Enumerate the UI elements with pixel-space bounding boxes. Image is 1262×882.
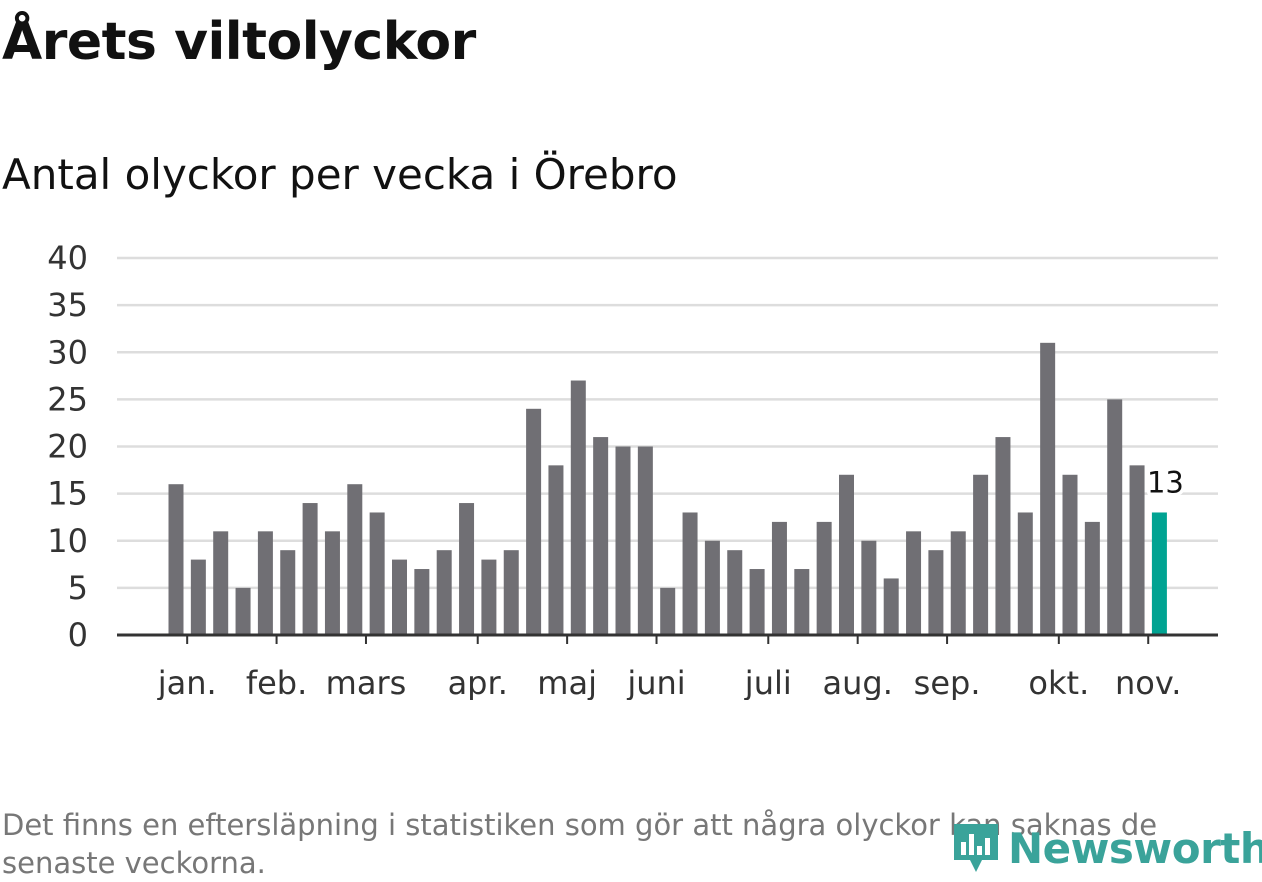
x-tick-label: nov. <box>1115 664 1181 700</box>
bar <box>1129 465 1145 635</box>
y-tick-label: 40 <box>47 239 88 277</box>
bar <box>235 587 251 635</box>
y-tick-label: 30 <box>47 333 88 371</box>
bar <box>1107 399 1123 635</box>
newsworthy-logo-icon <box>954 824 998 872</box>
bar <box>950 531 966 635</box>
bar <box>481 559 497 635</box>
bar <box>883 578 899 635</box>
chart-subtitle: Antal olyckor per vecka i Örebro <box>2 150 678 199</box>
y-tick-label: 0 <box>68 616 88 654</box>
highlight-bar <box>1151 512 1167 635</box>
bar <box>637 446 653 635</box>
data-label: 13 <box>1147 465 1184 499</box>
x-tick-label: aug. <box>822 664 892 700</box>
bar <box>503 550 519 635</box>
x-tick-label: mars <box>326 664 407 700</box>
bar <box>861 540 877 635</box>
bar <box>593 437 609 635</box>
bar <box>257 531 273 635</box>
brand-name: Newsworthy <box>1008 823 1262 873</box>
x-axis-ticks: jan. feb. mars apr. maj juni juli aug. sep. okt. n… <box>157 635 1181 700</box>
bar <box>816 521 832 635</box>
y-tick-label: 5 <box>68 569 88 607</box>
bar <box>280 550 296 635</box>
bar <box>213 531 229 635</box>
x-tick-label: feb. <box>246 664 307 700</box>
bar <box>459 503 475 635</box>
bar <box>749 569 765 635</box>
bar <box>436 550 452 635</box>
bar <box>526 408 542 635</box>
bar <box>1084 521 1100 635</box>
x-tick-label: okt. <box>1028 664 1089 700</box>
bar <box>727 550 743 635</box>
bar <box>995 437 1011 635</box>
x-tick-label: sep. <box>914 664 981 700</box>
bar <box>704 540 720 635</box>
bar <box>928 550 944 635</box>
x-tick-label: jan. <box>157 664 217 700</box>
bar <box>839 474 854 635</box>
bar <box>190 559 206 635</box>
bar <box>347 484 363 635</box>
bars <box>168 342 1167 635</box>
x-tick-label: juli <box>744 664 792 700</box>
bar <box>973 474 989 635</box>
x-tick-label: maj <box>537 664 597 700</box>
y-tick-label: 35 <box>47 286 88 324</box>
y-tick-label: 25 <box>47 380 88 418</box>
bar-chart: 0 5 10 15 20 25 30 35 40 jan. feb. mars apr. maj juni… <box>47 239 1218 700</box>
brand-logo: Newsworthy <box>950 818 1262 878</box>
x-tick-label: apr. <box>448 664 508 700</box>
bar <box>570 380 586 635</box>
y-tick-label: 15 <box>47 475 88 513</box>
bar <box>1040 342 1056 635</box>
bar <box>168 484 184 635</box>
y-tick-label: 20 <box>47 428 88 466</box>
bar <box>615 446 631 635</box>
bar <box>771 521 787 635</box>
bar <box>414 569 430 635</box>
bar <box>1062 474 1078 635</box>
y-axis-ticks: 0 5 10 15 20 25 30 35 40 <box>47 239 88 654</box>
bar <box>906 531 922 635</box>
bar <box>660 587 676 635</box>
gridlines <box>117 256 1218 590</box>
bar <box>369 512 385 635</box>
bar <box>548 465 564 635</box>
bar <box>682 512 698 635</box>
chart-title: Årets viltolyckor <box>2 12 476 72</box>
x-tick-label: juni <box>626 664 685 700</box>
bar <box>392 559 407 635</box>
bar <box>302 503 318 635</box>
data-label-halo: 13 <box>1147 465 1184 499</box>
bar <box>324 531 340 635</box>
y-tick-label: 10 <box>47 522 88 560</box>
bar <box>1017 512 1033 635</box>
bar <box>794 569 810 635</box>
